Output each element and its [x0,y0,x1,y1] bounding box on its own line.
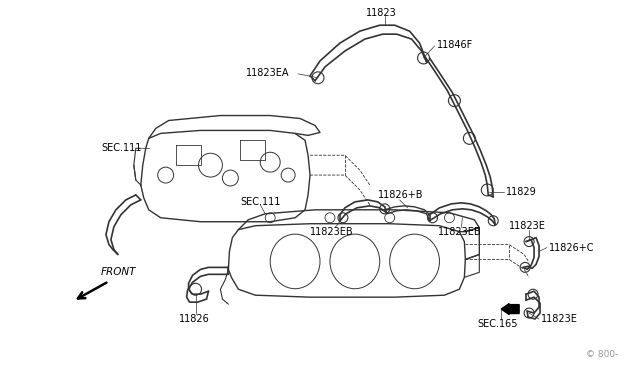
Text: 11823EB: 11823EB [438,227,481,237]
Text: © 800-: © 800- [586,350,619,359]
Text: 11823E: 11823E [541,314,578,324]
Text: 11826+B: 11826+B [378,190,423,200]
Text: SEC.111: SEC.111 [101,143,141,153]
Text: 11823E: 11823E [509,221,546,231]
Text: SEC.111: SEC.111 [241,197,281,207]
Text: 11826+C: 11826+C [549,243,595,253]
Text: 11829: 11829 [506,187,537,197]
Text: 11826: 11826 [179,314,209,324]
Text: 11823EB: 11823EB [310,227,354,237]
Text: 11823: 11823 [366,8,397,18]
Text: 11846F: 11846F [436,40,473,50]
Text: FRONT: FRONT [101,267,136,277]
FancyArrow shape [501,304,519,315]
Text: SEC.165: SEC.165 [477,319,518,329]
Text: 11823EA: 11823EA [246,68,290,78]
